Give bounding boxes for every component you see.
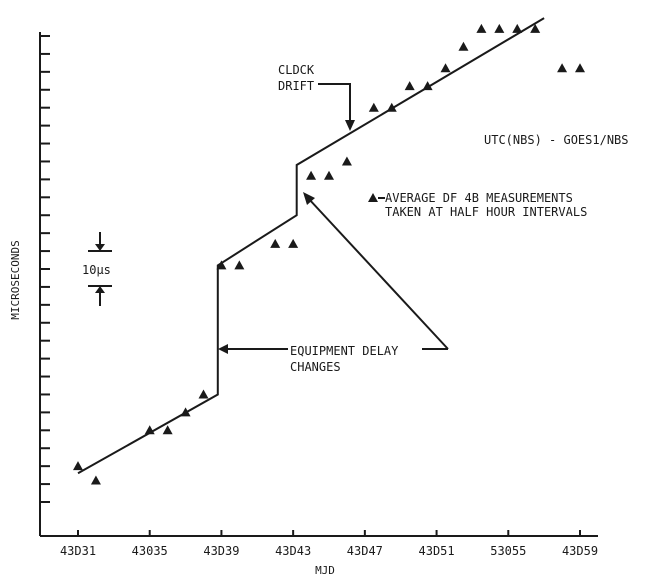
data-layer	[73, 17, 585, 485]
x-tick-label: 43D43	[275, 544, 311, 558]
data-point	[73, 461, 83, 471]
y-tick-group	[40, 35, 50, 503]
data-point	[557, 63, 568, 73]
data-point	[530, 23, 541, 33]
data-point	[90, 475, 101, 485]
data-point	[324, 170, 334, 180]
chart-title: UTC(NBS) - GOES1/NBS	[484, 133, 629, 147]
x-tick-label: 53055	[490, 544, 526, 558]
data-point	[404, 81, 415, 91]
annotation-layer	[88, 83, 449, 354]
clock-drift-arrowhead	[345, 120, 355, 131]
equipment-leader-diagonal	[307, 197, 449, 350]
x-tick-label: 43035	[132, 544, 168, 558]
data-point	[306, 170, 317, 180]
scale-bar-label: 10µs	[82, 263, 111, 277]
legend-marker	[368, 193, 378, 202]
fit-line	[77, 17, 545, 475]
data-point	[234, 260, 245, 270]
y-axis-title: MICROSECONDS	[9, 240, 22, 319]
equipment-delay-label-line1: EQUIPMENT DELAY	[290, 344, 399, 358]
legend-label: AVERAGE DF 4B MEASUREMENTS	[385, 191, 573, 205]
x-tick-group: 43D31 43035 43D39 43D43 43D47 43D51 53055 43D59	[60, 530, 598, 558]
x-tick-label: 43D31	[60, 544, 96, 558]
equipment-arrowhead-right	[303, 192, 315, 205]
plot-area	[39, 32, 598, 537]
data-point	[494, 23, 505, 33]
x-tick-label: 43D51	[419, 544, 455, 558]
clock-drift-label-line2: DRIFT	[278, 79, 314, 93]
x-tick-label: 43D47	[347, 544, 383, 558]
data-point	[512, 23, 523, 33]
data-point	[575, 63, 585, 73]
data-point	[440, 63, 451, 73]
x-axis-title: MJD	[315, 564, 335, 577]
data-point	[270, 238, 281, 248]
clock-drift-leader	[318, 83, 351, 128]
scale-arrow-up-head	[95, 286, 105, 293]
data-point	[216, 260, 227, 270]
equipment-delay-label-line2: CHANGES	[290, 360, 341, 374]
x-tick-label: 43D39	[203, 544, 239, 558]
data-point	[288, 238, 299, 248]
data-point	[162, 425, 173, 435]
scale-arrow-down-head	[95, 244, 105, 251]
data-point	[368, 102, 379, 112]
clock-drift-label-line1: CLDCK	[278, 63, 315, 77]
data-point	[198, 389, 209, 399]
x-tick-label: 43D59	[562, 544, 598, 558]
equipment-arrowhead-left	[218, 344, 228, 354]
legend-label-line2: TAKEN AT HALF HOUR INTERVALS	[385, 205, 587, 219]
data-point	[476, 23, 487, 33]
data-point	[458, 41, 469, 51]
data-point	[341, 156, 352, 166]
